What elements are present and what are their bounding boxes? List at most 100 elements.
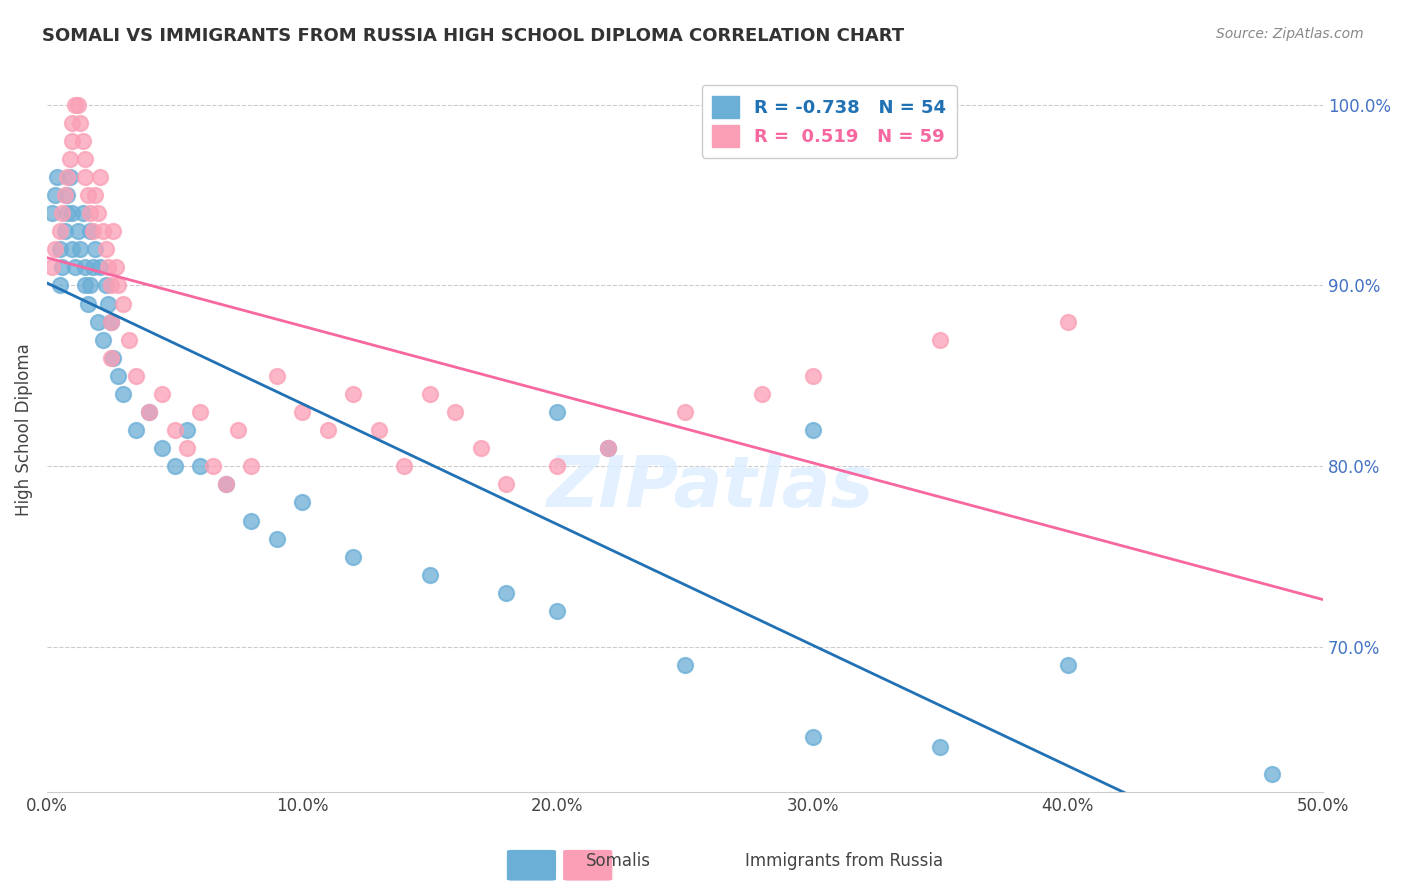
Point xyxy=(112,387,135,401)
Text: Immigrants from Russia: Immigrants from Russia xyxy=(745,852,942,870)
Point xyxy=(673,405,696,419)
Point xyxy=(97,296,120,310)
Point xyxy=(69,243,91,257)
Point xyxy=(598,441,620,455)
Point xyxy=(51,260,73,275)
Point xyxy=(79,278,101,293)
Point xyxy=(138,405,160,419)
Point xyxy=(100,278,122,293)
Point xyxy=(163,459,186,474)
Point xyxy=(495,477,517,491)
Text: Somalis: Somalis xyxy=(586,852,651,870)
Point xyxy=(66,224,89,238)
Point xyxy=(72,134,94,148)
Point xyxy=(63,97,86,112)
Point xyxy=(266,532,288,546)
Point xyxy=(107,368,129,383)
Point xyxy=(69,116,91,130)
Point xyxy=(100,315,122,329)
Point xyxy=(546,604,568,618)
Point xyxy=(76,188,98,202)
Point xyxy=(1261,766,1284,780)
Point xyxy=(107,278,129,293)
Point xyxy=(240,514,263,528)
Point xyxy=(103,224,125,238)
Point xyxy=(163,423,186,437)
Point xyxy=(546,459,568,474)
Point xyxy=(89,169,111,184)
Legend: R = -0.738   N = 54, R =  0.519   N = 59: R = -0.738 N = 54, R = 0.519 N = 59 xyxy=(702,85,956,158)
Point xyxy=(48,278,70,293)
Point xyxy=(82,260,104,275)
Point xyxy=(87,315,110,329)
Point xyxy=(673,658,696,673)
Text: ZIPatlas: ZIPatlas xyxy=(547,453,875,523)
Point xyxy=(75,260,97,275)
Point xyxy=(56,169,79,184)
Point xyxy=(495,586,517,600)
Point xyxy=(176,423,198,437)
Point xyxy=(598,441,620,455)
Point xyxy=(100,315,122,329)
Point xyxy=(41,260,63,275)
Point xyxy=(44,188,66,202)
Point xyxy=(444,405,467,419)
Point xyxy=(75,169,97,184)
Point xyxy=(291,495,314,509)
Point xyxy=(1057,658,1080,673)
Point xyxy=(188,405,211,419)
Point xyxy=(53,188,76,202)
Point xyxy=(228,423,250,437)
Point xyxy=(53,224,76,238)
FancyBboxPatch shape xyxy=(562,849,613,881)
Point xyxy=(266,368,288,383)
Point xyxy=(76,296,98,310)
Point xyxy=(89,260,111,275)
Point xyxy=(46,169,69,184)
Point xyxy=(801,423,824,437)
Point xyxy=(125,423,148,437)
Point xyxy=(62,134,84,148)
Point xyxy=(87,206,110,220)
Text: Source: ZipAtlas.com: Source: ZipAtlas.com xyxy=(1216,27,1364,41)
Point xyxy=(342,387,364,401)
Point xyxy=(470,441,492,455)
Point xyxy=(394,459,416,474)
Point xyxy=(929,333,952,347)
Point xyxy=(59,169,82,184)
FancyBboxPatch shape xyxy=(506,849,557,881)
Point xyxy=(751,387,773,401)
Point xyxy=(66,97,89,112)
Point xyxy=(214,477,236,491)
Point xyxy=(59,152,82,166)
Point xyxy=(62,206,84,220)
Point xyxy=(84,188,107,202)
Point xyxy=(56,206,79,220)
Point xyxy=(44,243,66,257)
Point xyxy=(117,333,139,347)
Y-axis label: High School Diploma: High School Diploma xyxy=(15,343,32,516)
Point xyxy=(1057,315,1080,329)
Point xyxy=(91,333,114,347)
Point xyxy=(419,387,441,401)
Point xyxy=(125,368,148,383)
Point xyxy=(929,739,952,754)
Point xyxy=(419,567,441,582)
Text: SOMALI VS IMMIGRANTS FROM RUSSIA HIGH SCHOOL DIPLOMA CORRELATION CHART: SOMALI VS IMMIGRANTS FROM RUSSIA HIGH SC… xyxy=(42,27,904,45)
Point xyxy=(176,441,198,455)
Point xyxy=(214,477,236,491)
Point xyxy=(41,206,63,220)
Point xyxy=(82,224,104,238)
Point xyxy=(188,459,211,474)
Point xyxy=(291,405,314,419)
Point xyxy=(104,260,127,275)
Point xyxy=(75,152,97,166)
Point xyxy=(51,206,73,220)
Point xyxy=(316,423,339,437)
Point xyxy=(801,368,824,383)
Point xyxy=(201,459,224,474)
Point xyxy=(62,243,84,257)
Point xyxy=(546,405,568,419)
Point xyxy=(48,243,70,257)
Point xyxy=(75,278,97,293)
